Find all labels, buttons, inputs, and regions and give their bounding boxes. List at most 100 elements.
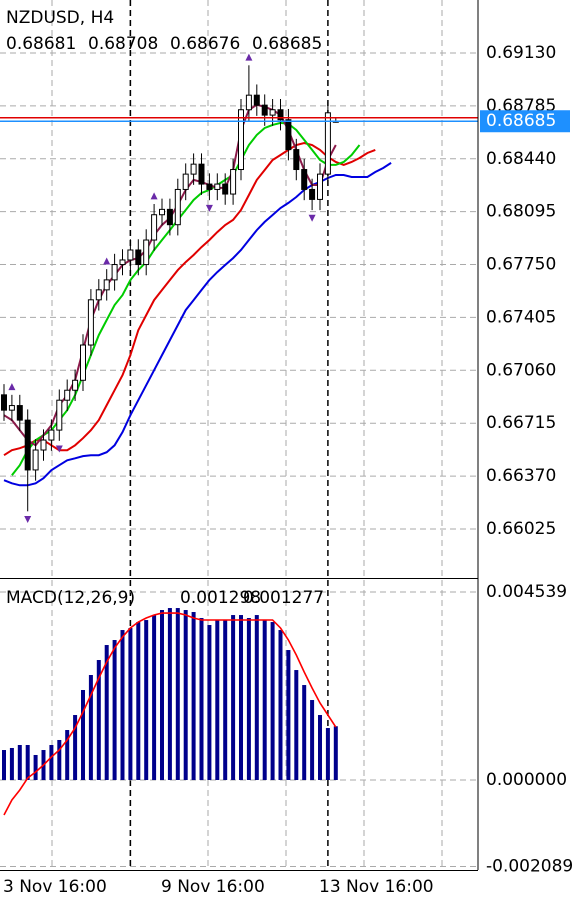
macd-bar <box>294 670 299 781</box>
ohlc-high: 0.68708 <box>88 34 158 54</box>
macd-bar <box>152 615 157 781</box>
candle-body <box>48 429 55 441</box>
candle-body <box>261 104 268 116</box>
candle-body <box>135 249 142 266</box>
macd-bar <box>65 730 70 781</box>
candle-body <box>238 109 244 171</box>
candle-body <box>253 94 260 106</box>
macd-bar <box>207 625 212 781</box>
fractal-up <box>245 53 253 61</box>
candle-body <box>1 394 7 411</box>
macd-value: 0.001298 <box>180 588 261 608</box>
fractal-up <box>150 192 158 200</box>
moving-average <box>3 141 376 457</box>
candle-body <box>182 173 189 190</box>
x-tick-label: 9 Nov 16:00 <box>161 877 265 897</box>
candle-body <box>309 188 316 200</box>
y-tick-label: 0.68095 <box>486 202 556 222</box>
macd-bar <box>112 640 117 781</box>
macd-bar <box>96 660 101 781</box>
macd-bar <box>167 608 172 781</box>
candle-body <box>80 344 86 381</box>
macd-title: MACD(12,26,9) <box>6 588 135 608</box>
candle-body <box>285 119 292 151</box>
candle-body <box>40 439 47 451</box>
candle-body <box>230 169 237 195</box>
marks-layer <box>0 53 478 816</box>
fractal-up <box>8 383 16 391</box>
macd-bar <box>88 675 93 781</box>
macd-bar <box>278 630 283 781</box>
macd-bar <box>310 700 315 781</box>
macd-bar <box>286 650 291 781</box>
macd-bar <box>49 745 54 781</box>
candle-body <box>16 405 23 421</box>
macd-bar <box>223 620 228 781</box>
y-tick-label: 0.66025 <box>486 519 556 539</box>
x-tick-label: 3 Nov 16:00 <box>3 877 107 897</box>
macd-bar <box>318 715 322 781</box>
candle-body <box>8 405 15 411</box>
candle-body <box>174 188 181 226</box>
macd-bar <box>183 610 188 781</box>
y-tick-label: 0.67060 <box>486 360 556 380</box>
candle-body <box>301 169 308 190</box>
candle-body <box>56 399 63 431</box>
macd-bar <box>262 620 267 781</box>
macd-bar <box>231 615 236 781</box>
candle-body <box>64 389 71 401</box>
macd-bar <box>73 715 78 781</box>
candle-body <box>324 112 331 175</box>
macd-bar <box>104 645 109 781</box>
candle-body <box>95 289 102 301</box>
macd-bar <box>160 610 164 781</box>
candle-body <box>214 183 221 190</box>
fractal-down <box>55 445 63 453</box>
macd-bar <box>33 754 38 781</box>
price-label-box <box>480 110 570 133</box>
y-tick-label: 0.000000 <box>486 770 567 790</box>
macd-bar <box>17 745 22 781</box>
candle-body <box>206 183 213 190</box>
fractal-down <box>24 515 32 523</box>
macd-bar <box>57 739 62 781</box>
macd-bar <box>128 628 133 781</box>
candle-body <box>143 239 150 266</box>
ohlc-open: 0.68681 <box>6 34 76 54</box>
macd-bar <box>136 622 141 781</box>
macd-bar <box>302 685 307 781</box>
y-tick-label: 0.67750 <box>486 255 556 275</box>
y-tick-label: 0.66370 <box>486 466 556 486</box>
candle-body <box>111 264 118 281</box>
y-tick-label: 0.69130 <box>486 43 556 63</box>
fractal-down <box>205 204 213 212</box>
macd-bar <box>254 615 259 781</box>
signal-value: 0.001277 <box>243 588 324 608</box>
candle-body <box>159 208 165 216</box>
fractal-up <box>103 257 111 265</box>
candle-body <box>103 279 110 291</box>
candle-body <box>198 163 205 185</box>
y-tick-label: -0.002089 <box>486 857 573 877</box>
moving-average <box>11 121 361 476</box>
macd-bar <box>144 620 149 781</box>
candle-body <box>190 163 197 175</box>
ohlc-low: 0.68676 <box>170 34 240 54</box>
macd-bar <box>325 728 330 781</box>
candle-body <box>269 109 276 116</box>
macd-bar <box>199 618 204 781</box>
chart-title: NZDUSD, H4 <box>6 8 114 28</box>
candle-body <box>119 259 126 266</box>
candle-body <box>166 208 173 226</box>
signal-line <box>3 612 337 816</box>
fractal-down <box>308 214 316 222</box>
y-tick-label: 0.67405 <box>486 307 556 327</box>
candle-body <box>127 249 134 261</box>
macd-bar <box>239 615 243 781</box>
macd-bar <box>9 747 14 781</box>
macd-bar <box>81 690 85 781</box>
candle-body <box>151 214 158 241</box>
y-tick-label: 0.004539 <box>486 582 567 602</box>
moving-average <box>3 162 392 487</box>
